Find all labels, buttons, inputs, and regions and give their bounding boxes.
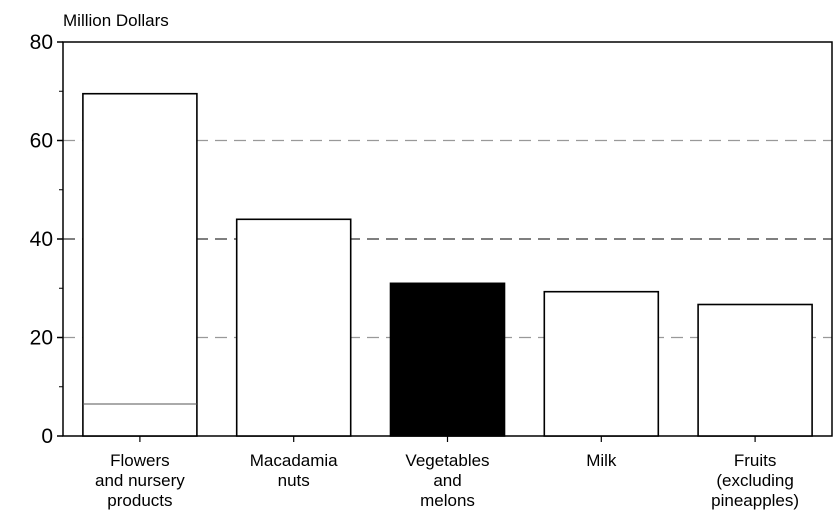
y-tick-label: 20 [30,327,53,350]
y-tick-label: 0 [41,425,53,448]
bar [543,290,660,437]
y-axis-title: Million Dollars [63,11,169,30]
y-tick-label: 40 [30,228,53,251]
bar [389,282,506,437]
bar [82,92,198,437]
x-tick-label: Vegetables and melons [405,451,489,510]
y-tick-label: 60 [30,130,53,153]
bar [697,303,813,437]
bar [235,218,352,437]
x-tick-label: Macadamia nuts [250,451,338,490]
x-tick-label: Flowers and nursery products [95,451,185,510]
x-tick-label: Milk [586,451,617,470]
y-tick-label: 80 [30,31,53,54]
x-tick-label: Fruits (excluding pineapples) [711,451,799,510]
